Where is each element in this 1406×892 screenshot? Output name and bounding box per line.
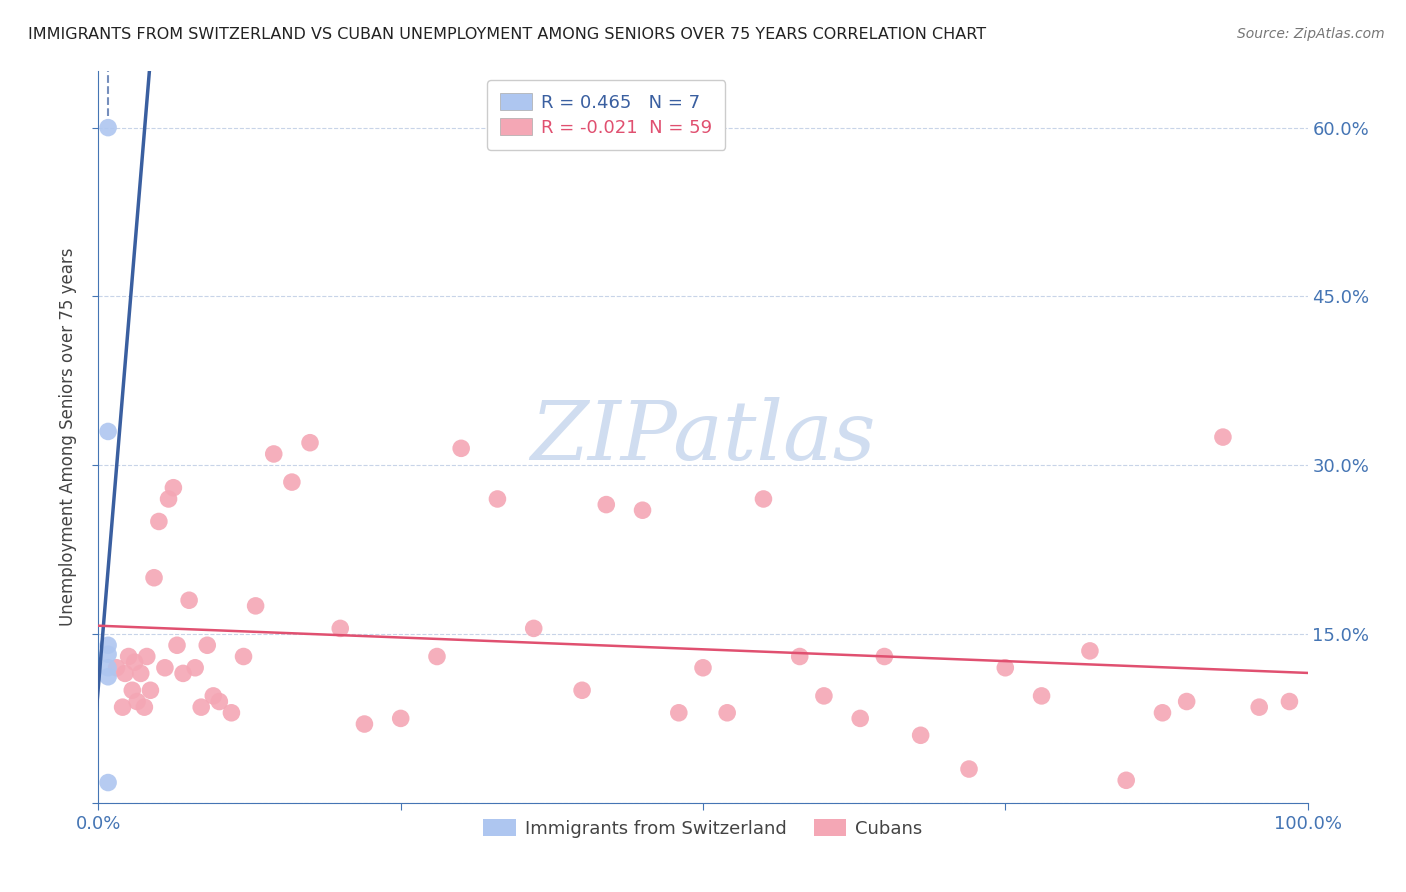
- Point: [571, 683, 593, 698]
- Point: [631, 503, 654, 517]
- Point: [263, 447, 285, 461]
- Point: [162, 481, 184, 495]
- Point: [111, 700, 134, 714]
- Point: [1212, 430, 1234, 444]
- Point: [166, 638, 188, 652]
- Point: [716, 706, 738, 720]
- Point: [450, 442, 472, 456]
- Point: [184, 661, 207, 675]
- Point: [752, 491, 775, 506]
- Point: [172, 666, 194, 681]
- Point: [523, 621, 546, 635]
- Point: [97, 120, 120, 135]
- Point: [221, 706, 243, 720]
- Point: [129, 666, 152, 681]
- Point: [1249, 700, 1271, 714]
- Point: [789, 649, 811, 664]
- Y-axis label: Unemployment Among Seniors over 75 years: Unemployment Among Seniors over 75 years: [59, 248, 77, 626]
- Text: IMMIGRANTS FROM SWITZERLAND VS CUBAN UNEMPLOYMENT AMONG SENIORS OVER 75 YEARS CO: IMMIGRANTS FROM SWITZERLAND VS CUBAN UNE…: [28, 27, 986, 42]
- Point: [1278, 694, 1301, 708]
- Point: [813, 689, 835, 703]
- Point: [202, 689, 225, 703]
- Point: [595, 498, 617, 512]
- Point: [135, 649, 157, 664]
- Point: [873, 649, 896, 664]
- Point: [134, 700, 156, 714]
- Text: Source: ZipAtlas.com: Source: ZipAtlas.com: [1237, 27, 1385, 41]
- Point: [121, 683, 143, 698]
- Point: [232, 649, 254, 664]
- Point: [97, 425, 120, 439]
- Point: [97, 647, 120, 661]
- Legend: Immigrants from Switzerland, Cubans: Immigrants from Switzerland, Cubans: [477, 812, 929, 845]
- Point: [353, 717, 375, 731]
- Point: [153, 661, 176, 675]
- Point: [143, 571, 166, 585]
- Point: [105, 661, 128, 675]
- Point: [148, 515, 170, 529]
- Point: [114, 666, 136, 681]
- Point: [486, 491, 509, 506]
- Point: [179, 593, 201, 607]
- Point: [97, 775, 120, 789]
- Point: [910, 728, 932, 742]
- Text: ZIPatlas: ZIPatlas: [530, 397, 876, 477]
- Point: [127, 694, 149, 708]
- Point: [994, 661, 1017, 675]
- Point: [281, 475, 304, 489]
- Point: [1152, 706, 1174, 720]
- Point: [299, 435, 322, 450]
- Point: [97, 661, 120, 675]
- Point: [195, 638, 218, 652]
- Point: [157, 491, 180, 506]
- Point: [426, 649, 449, 664]
- Point: [1175, 694, 1198, 708]
- Point: [668, 706, 690, 720]
- Point: [957, 762, 980, 776]
- Point: [849, 711, 872, 725]
- Point: [124, 655, 146, 669]
- Point: [97, 670, 120, 684]
- Point: [139, 683, 162, 698]
- Point: [389, 711, 412, 725]
- Point: [1115, 773, 1137, 788]
- Point: [1031, 689, 1053, 703]
- Point: [208, 694, 231, 708]
- Point: [245, 599, 267, 613]
- Point: [118, 649, 141, 664]
- Point: [692, 661, 714, 675]
- Point: [97, 638, 120, 652]
- Point: [1078, 644, 1101, 658]
- Point: [329, 621, 352, 635]
- Point: [190, 700, 212, 714]
